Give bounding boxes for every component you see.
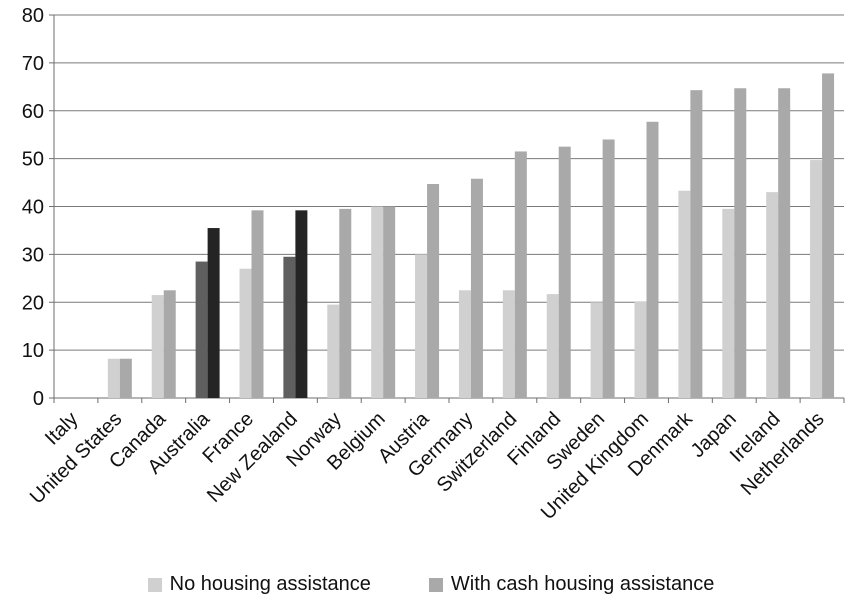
- legend-label-with-cash-housing-assistance: With cash housing assistance: [450, 573, 715, 595]
- legend-label-no-housing-assistance: No housing assistance: [169, 573, 371, 595]
- bar-belgium-with-cash-housing-assistance: [383, 206, 396, 398]
- y-tick-label-50: 50: [22, 149, 44, 171]
- y-tick-label-20: 20: [22, 292, 44, 314]
- bar-france-no-housing-assistance: [239, 268, 252, 398]
- bar-new-zealand-no-housing-assistance: [283, 256, 296, 398]
- bar-united-kingdom-no-housing-assistance: [634, 301, 647, 398]
- legend-swatch-no-housing-assistance: [147, 577, 162, 592]
- bar-germany-no-housing-assistance: [458, 290, 471, 398]
- legend-swatch-with-cash-housing-assistance: [428, 577, 443, 592]
- bar-new-zealand-with-cash-housing-assistance: [295, 210, 308, 398]
- bar-sweden-with-cash-housing-assistance: [602, 139, 615, 398]
- y-tick-label-40: 40: [22, 197, 44, 219]
- bar-austria-no-housing-assistance: [415, 254, 428, 398]
- axes: [49, 14, 845, 403]
- bar-germany-with-cash-housing-assistance: [470, 178, 483, 398]
- y-tick-label-30: 30: [22, 244, 44, 266]
- bar-canada-with-cash-housing-assistance: [163, 290, 176, 398]
- bar-japan-with-cash-housing-assistance: [734, 88, 747, 398]
- legend-item-no-housing-assistance: No housing assistance: [147, 573, 371, 596]
- bar-switzerland-no-housing-assistance: [502, 290, 515, 398]
- bar-japan-no-housing-assistance: [722, 208, 735, 398]
- bar-france-with-cash-housing-assistance: [251, 210, 264, 398]
- bar-ireland-with-cash-housing-assistance: [778, 88, 791, 398]
- y-tick-label-0: 0: [33, 388, 44, 410]
- bar-canada-no-housing-assistance: [151, 295, 164, 398]
- bar-finland-with-cash-housing-assistance: [558, 146, 571, 398]
- y-tick-label-10: 10: [22, 340, 44, 362]
- bars: [107, 73, 835, 398]
- bar-norway-no-housing-assistance: [327, 304, 340, 398]
- y-tick-label-70: 70: [22, 53, 44, 75]
- legend-item-with-cash-housing-assistance: With cash housing assistance: [428, 573, 715, 596]
- bar-norway-with-cash-housing-assistance: [339, 208, 352, 398]
- gridlines: [54, 14, 844, 399]
- bar-austria-with-cash-housing-assistance: [427, 183, 440, 398]
- bar-united-states-no-housing-assistance: [107, 358, 120, 398]
- bar-australia-with-cash-housing-assistance: [207, 228, 220, 398]
- y-tick-label-80: 80: [22, 5, 44, 27]
- bar-finland-no-housing-assistance: [546, 294, 559, 398]
- y-tick-label-60: 60: [22, 101, 44, 123]
- bar-switzerland-with-cash-housing-assistance: [514, 151, 527, 398]
- bar-belgium-no-housing-assistance: [371, 206, 384, 398]
- bar-united-states-with-cash-housing-assistance: [119, 358, 132, 398]
- bar-netherlands-with-cash-housing-assistance: [822, 73, 835, 398]
- bar-sweden-no-housing-assistance: [590, 302, 603, 398]
- bar-australia-no-housing-assistance: [195, 261, 208, 398]
- bar-denmark-with-cash-housing-assistance: [690, 90, 703, 398]
- bar-united-kingdom-with-cash-housing-assistance: [646, 121, 659, 398]
- bar-ireland-no-housing-assistance: [766, 192, 779, 398]
- legend: No housing assistance With cash housing …: [0, 573, 862, 596]
- bar-denmark-no-housing-assistance: [678, 190, 691, 398]
- bar-netherlands-no-housing-assistance: [810, 160, 823, 398]
